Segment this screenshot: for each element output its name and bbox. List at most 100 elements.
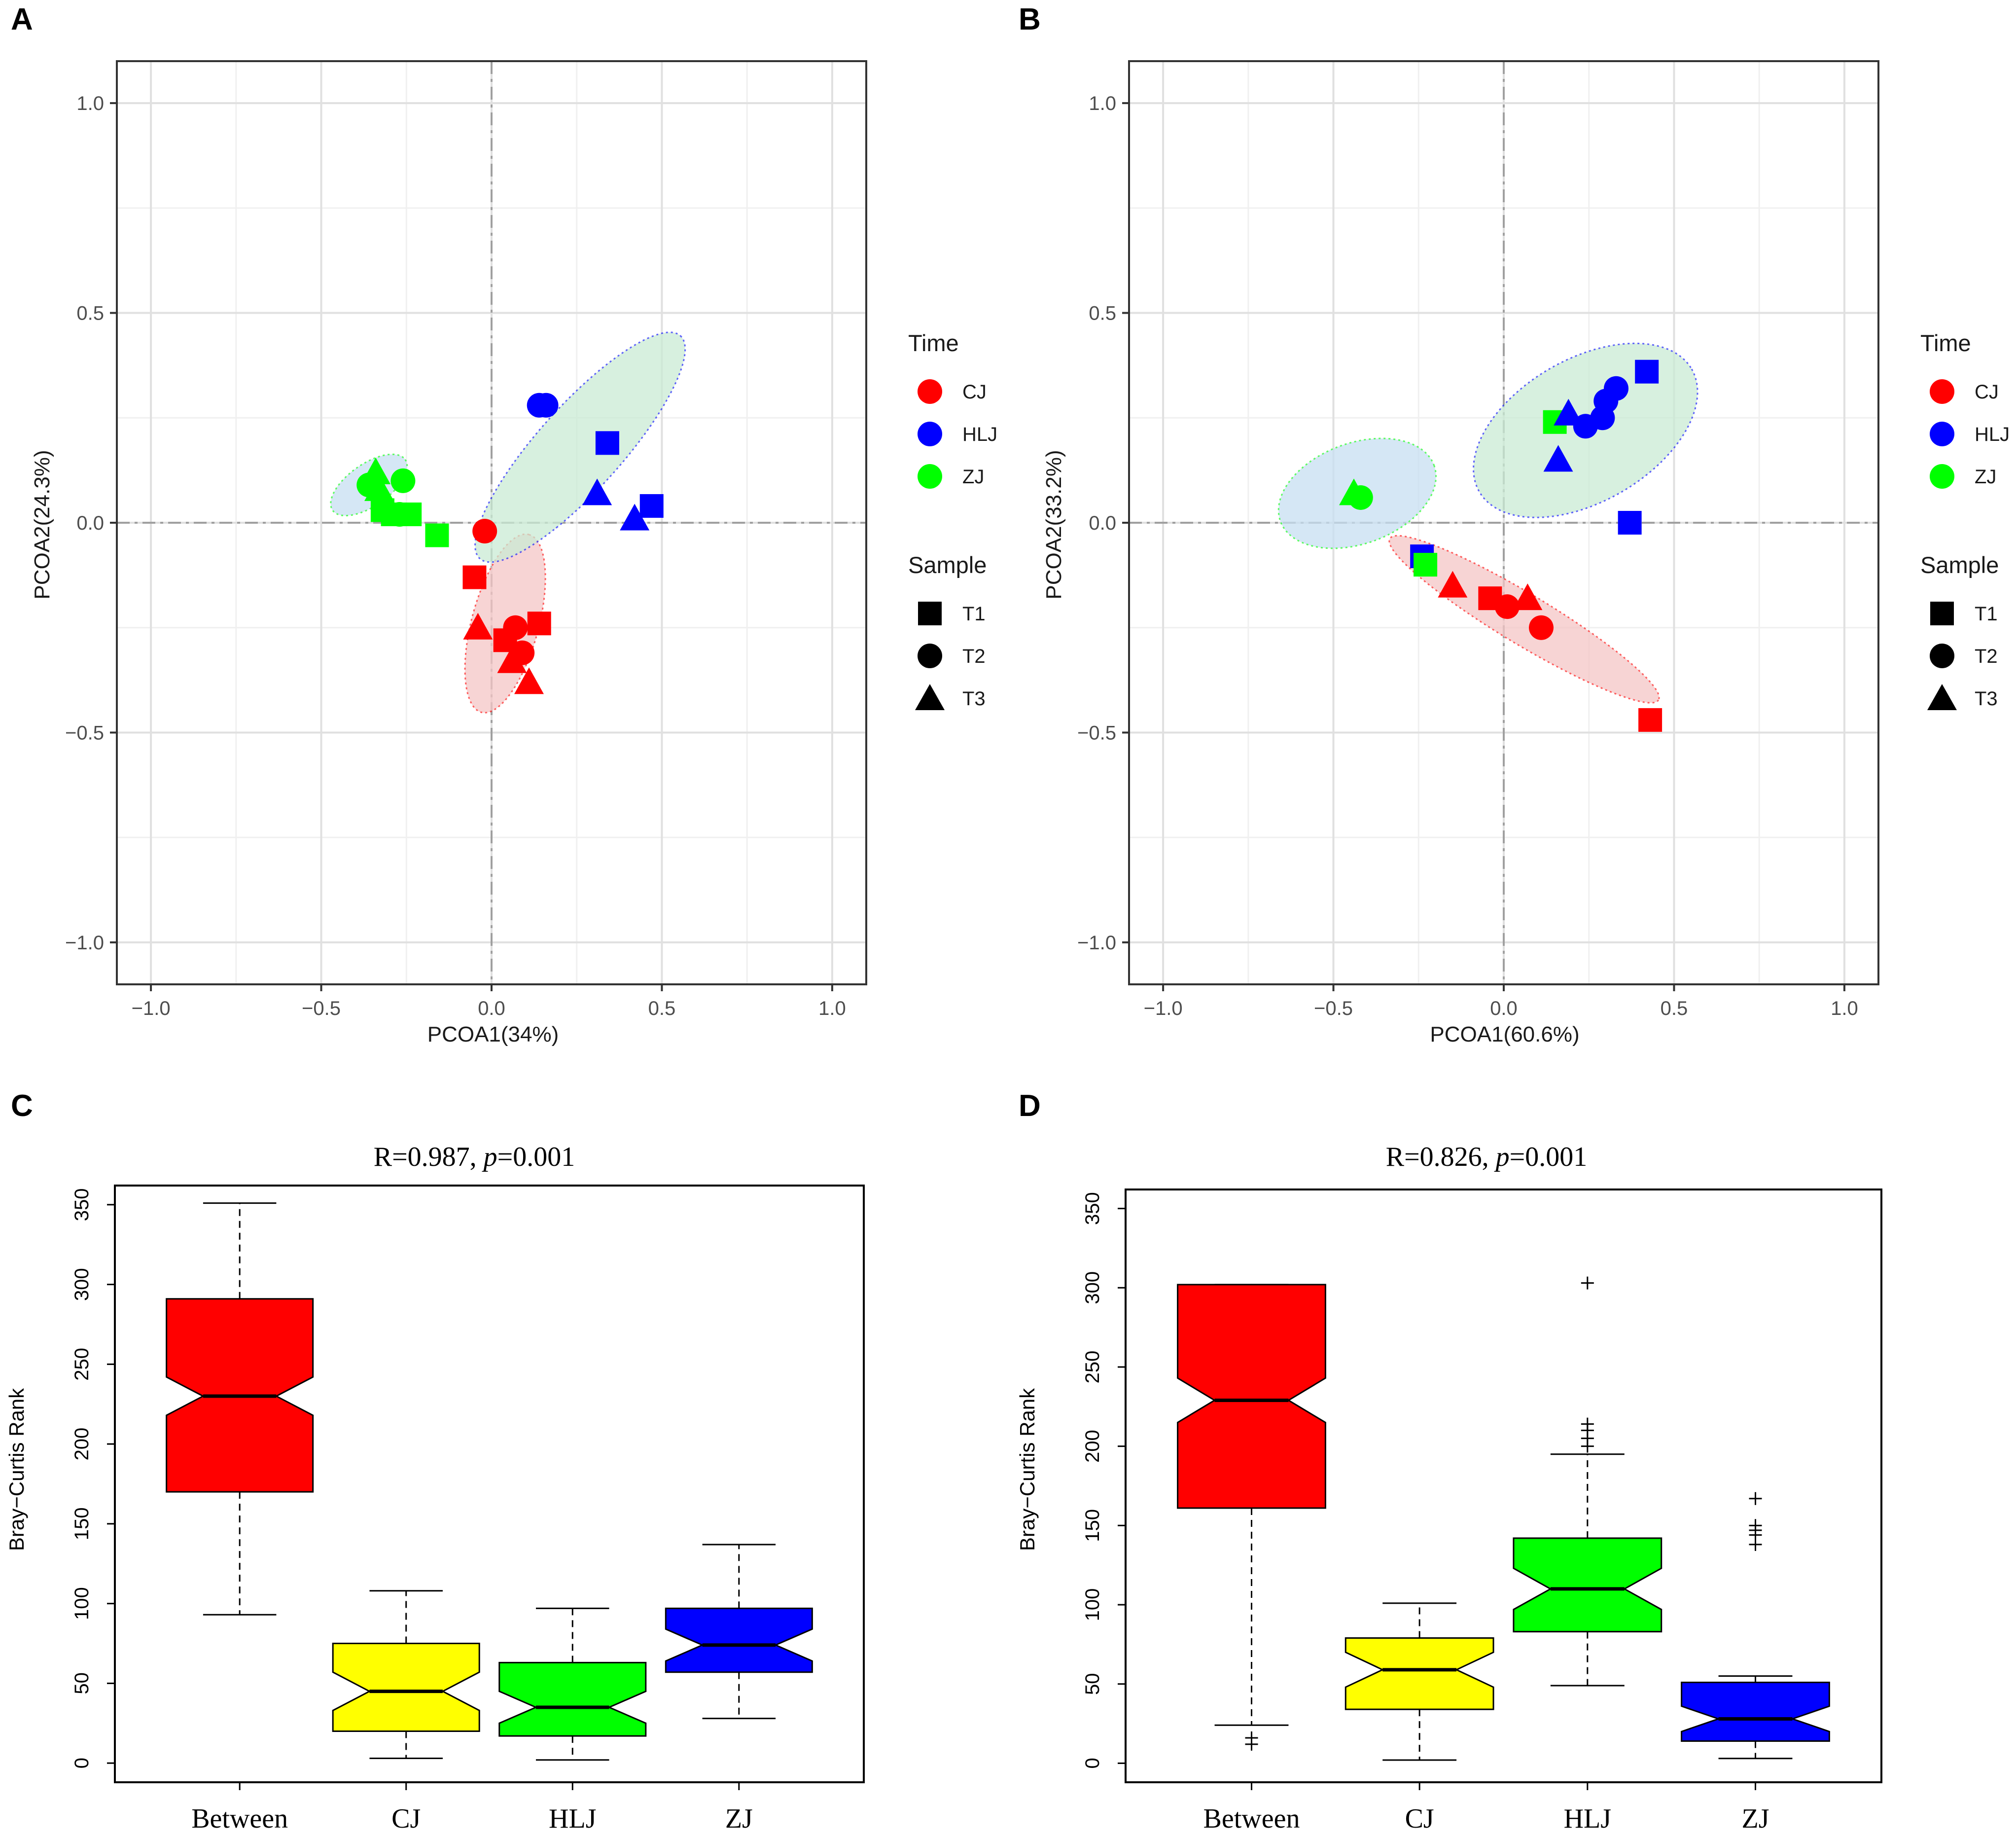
tick-labels: Between CJ HLJ ZJ 0 50 100 150 200 250 300 350	[1082, 1192, 1769, 1834]
legend-label-cj: CJ	[1975, 381, 1999, 403]
x-category-label: ZJ	[1742, 1803, 1769, 1834]
legend-key-hlj	[918, 422, 942, 446]
notched-box	[498, 1661, 647, 1737]
y-tick-label: 50	[71, 1672, 93, 1694]
point-cj-square	[527, 612, 551, 636]
point-cj-triangle	[1438, 571, 1468, 598]
y-tick-label: 250	[71, 1348, 93, 1381]
panel-label: C	[11, 1089, 33, 1123]
point-cj-triangle	[1513, 583, 1543, 611]
legend-key-t1	[1930, 602, 1954, 625]
y-tick-label: 100	[71, 1587, 93, 1620]
y-tick-label: 0	[71, 1758, 93, 1768]
tick-labels: −1.0 −1.0 −0.5 −0.5 0.0 0.0 0.5 0.5 1.0 1.0	[1077, 93, 1858, 1019]
legend: Time CJ HLJ ZJ Sample T1 T2 T3	[908, 330, 997, 710]
point-hlj-square	[1635, 360, 1659, 384]
x-tick-label: −0.5	[302, 998, 341, 1019]
box-zj	[1681, 1492, 1830, 1760]
y-axis-label: PCOA2(33.2%)	[1042, 450, 1066, 599]
box-cj	[1344, 1602, 1494, 1761]
box-hlj	[498, 1607, 647, 1761]
notched-box	[1344, 1637, 1494, 1710]
plot-area	[110, 60, 867, 991]
panel-label: B	[1019, 2, 1041, 36]
point-zj-circle	[390, 468, 416, 493]
y-axis-label: Bray−Curtis Rank	[1016, 1388, 1039, 1551]
title-stat: R=0.826,	[1386, 1142, 1496, 1172]
legend-title-sample: Sample	[908, 552, 987, 578]
plot-frame	[1125, 1189, 1882, 1783]
x-category-label: Between	[1203, 1803, 1300, 1834]
box-cj	[332, 1590, 480, 1759]
y-tick-label: 1.0	[1089, 93, 1116, 114]
legend-title-sample: Sample	[1920, 552, 1999, 578]
point-cj-square	[1638, 708, 1662, 732]
pcoa-panel-a: A PCOA1(34%) PCOA2(24.3%) −1.0 −1.0 −0.5 −0…	[11, 2, 997, 1046]
outlier-marker	[1581, 1417, 1594, 1431]
y-tick-label: −0.5	[65, 722, 104, 744]
x-tick-label: 0.5	[1661, 998, 1688, 1019]
point-zj-triangle	[364, 474, 394, 501]
legend-key-t2	[1930, 644, 1954, 668]
y-tick-label: 150	[71, 1508, 93, 1541]
legend-key-cj	[1930, 379, 1954, 404]
outlier-marker	[1581, 1276, 1594, 1290]
x-tick-label: −1.0	[1144, 998, 1183, 1019]
title-value: =0.001	[1510, 1142, 1588, 1172]
legend-key-hlj	[1930, 422, 1954, 446]
x-category-label: CJ	[391, 1803, 421, 1834]
point-hlj-square	[1618, 511, 1642, 535]
panel-label: A	[11, 2, 33, 36]
legend-key-t1	[918, 602, 942, 625]
point-hlj-triangle	[620, 504, 650, 531]
y-tick-label: 250	[1082, 1351, 1103, 1384]
legend-label-t1: T1	[1975, 603, 1998, 625]
point-hlj-circle	[533, 393, 559, 418]
legend-key-zj	[918, 464, 942, 489]
point-hlj-triangle	[582, 478, 612, 505]
box-hlj	[1513, 1276, 1662, 1687]
point-hlj-circle	[1604, 376, 1628, 401]
y-tick-label: −1.0	[65, 932, 104, 954]
tick-labels: Between CJ HLJ ZJ 0 50 100 150 200 250 300 350	[71, 1188, 753, 1834]
legend-label-zj: ZJ	[1975, 466, 1996, 488]
y-tick-label: −0.5	[1077, 722, 1116, 744]
chart-title: R=0.826, p=0.001	[1386, 1142, 1588, 1172]
y-tick-label: 1.0	[76, 93, 104, 114]
title-stat: R=0.987,	[374, 1142, 484, 1172]
legend-label-hlj: HLJ	[1975, 424, 2010, 445]
notched-box	[1513, 1537, 1662, 1633]
x-tick-label: 0.5	[648, 998, 676, 1019]
point-cj-triangle	[497, 646, 527, 673]
y-tick-label: 200	[1082, 1430, 1103, 1463]
legend-label-cj: CJ	[962, 381, 987, 403]
outlier-marker	[1749, 1492, 1762, 1505]
box-between	[1177, 1284, 1326, 1751]
x-category-label: HLJ	[549, 1803, 596, 1834]
legend-label-t3: T3	[962, 688, 986, 710]
point-hlj-square	[595, 431, 619, 455]
legend-label-t2: T2	[1975, 646, 1998, 667]
confidence-ellipse-cj	[1388, 535, 1660, 704]
y-tick-label: 0.5	[76, 303, 104, 324]
x-axis-label: PCOA1(34%)	[427, 1022, 559, 1046]
y-tick-label: 50	[1082, 1673, 1103, 1695]
legend-key-t3	[1927, 684, 1957, 710]
confidence-ellipse-hlj	[474, 331, 686, 563]
point-cj-square	[462, 565, 487, 589]
x-tick-label: 0.0	[478, 998, 505, 1019]
point-cj-triangle	[463, 612, 493, 640]
y-axis-label: PCOA2(24.3%)	[30, 450, 54, 599]
plot-area	[1118, 1189, 1882, 1790]
plot-area	[1122, 60, 1879, 991]
x-category-label: CJ	[1405, 1803, 1434, 1834]
title-p: p	[1494, 1142, 1510, 1172]
y-tick-label: 350	[1082, 1192, 1103, 1225]
tick-labels: −1.0 −1.0 −0.5 −0.5 0.0 0.0 0.5 0.5 1.0 1.0	[65, 93, 846, 1019]
plot-area	[107, 1185, 865, 1790]
notched-box	[665, 1607, 813, 1673]
outlier-marker	[1245, 1731, 1258, 1745]
point-zj-square	[1414, 553, 1438, 577]
x-tick-label: −1.0	[132, 998, 171, 1019]
